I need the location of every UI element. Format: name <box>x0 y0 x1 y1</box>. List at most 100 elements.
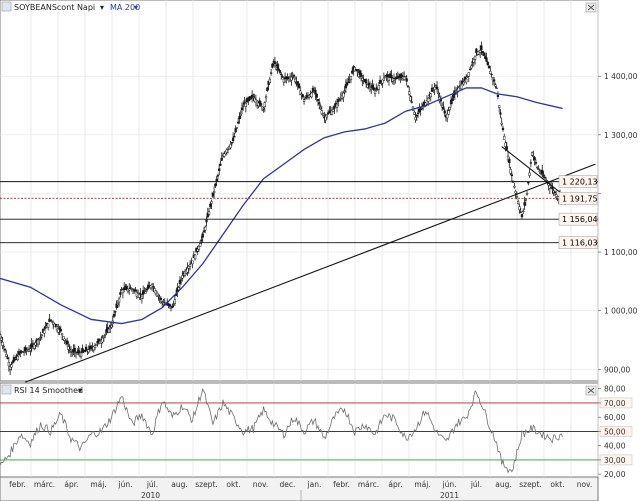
price-candle <box>525 193 529 195</box>
price-candle <box>505 146 508 150</box>
price-candle <box>321 113 325 116</box>
price-candle <box>244 103 247 107</box>
price-candle <box>349 75 353 80</box>
price-candle <box>110 325 113 328</box>
price-candle <box>292 74 296 77</box>
price-candle <box>462 81 465 85</box>
price-candle <box>500 122 503 125</box>
month-label: aug. <box>495 480 512 489</box>
price-candle <box>3 348 7 351</box>
price-candle <box>408 91 411 95</box>
price-candle <box>262 108 265 110</box>
price-candle <box>367 82 370 86</box>
price-candle <box>320 110 323 115</box>
rsi-settings-icon[interactable] <box>1 384 12 395</box>
price-candle <box>429 93 432 98</box>
month-label: ápr. <box>64 480 78 489</box>
price-candle <box>499 112 502 115</box>
price-candle <box>278 70 282 73</box>
price-candle <box>495 87 498 89</box>
price-candle <box>121 289 125 294</box>
month-label: ápr. <box>388 480 402 489</box>
rsi-dropdown-icon[interactable]: ▾ <box>78 386 82 395</box>
price-candle <box>59 329 62 332</box>
indicator-dropdown-icon[interactable]: ▾ <box>134 3 138 12</box>
price-candle <box>519 211 522 213</box>
price-candle <box>479 50 482 53</box>
price-tick-label: 1 100,00 <box>604 248 638 257</box>
price-candle <box>193 254 197 260</box>
price-candle <box>437 92 440 95</box>
price-candle <box>101 337 104 343</box>
month-label: máj. <box>90 480 106 489</box>
price-candle <box>104 334 107 336</box>
price-candle <box>54 324 57 326</box>
month-label: márc. <box>34 480 55 489</box>
level-label: 1 191,75 <box>562 194 598 203</box>
price-candle <box>0 333 2 336</box>
price-candle <box>351 70 354 74</box>
price-candle <box>496 95 500 97</box>
price-candle <box>22 351 26 353</box>
rsi-pane-close-icon[interactable] <box>585 385 597 396</box>
price-candle <box>230 142 234 144</box>
month-label: jan. <box>307 480 322 489</box>
price-candle <box>492 79 496 82</box>
chart-settings-icon[interactable] <box>1 1 12 12</box>
price-candle <box>107 328 111 333</box>
price-candle <box>229 144 232 148</box>
year-label: 2011 <box>440 491 459 500</box>
price-candle <box>443 110 446 114</box>
price-candle <box>44 326 47 329</box>
price-candle <box>252 96 255 98</box>
price-candle <box>480 45 483 51</box>
price-candle <box>201 233 204 238</box>
price-candle <box>234 128 237 133</box>
price-candle <box>433 86 436 90</box>
price-candle <box>34 342 37 346</box>
price-candle <box>144 291 147 294</box>
month-label: okt. <box>550 480 564 489</box>
price-candle <box>259 103 263 106</box>
price-candle <box>125 285 128 290</box>
instrument-dropdown-icon[interactable]: ▾ <box>100 3 104 12</box>
price-candle <box>200 239 203 241</box>
price-candle <box>87 349 90 353</box>
price-candle <box>157 295 160 297</box>
price-candle <box>524 199 527 201</box>
price-candle <box>264 96 268 99</box>
price-candle <box>356 69 359 72</box>
price-candle <box>537 168 540 170</box>
chart-header: SOYBEANScont Napi ▾ MA 200 ▾ <box>1 1 140 12</box>
instrument-label[interactable]: SOYBEANScont Napi <box>14 3 95 12</box>
price-candle <box>266 87 269 92</box>
price-candle <box>7 362 11 367</box>
price-candle <box>294 78 297 83</box>
price-candle <box>181 275 184 279</box>
price-candle <box>373 90 377 95</box>
price-candle <box>514 190 517 194</box>
price-candle <box>16 355 19 360</box>
level-label-box <box>558 191 598 205</box>
price-candle <box>219 163 222 166</box>
price-candle <box>14 358 17 361</box>
rsi-label[interactable]: RSI 14 Smoothed <box>14 386 83 395</box>
price-candle <box>508 158 511 163</box>
indicator-label[interactable]: MA 200 <box>110 3 140 12</box>
price-pane-close-icon[interactable] <box>585 2 597 13</box>
price-candle <box>381 79 384 84</box>
price-candle <box>529 162 533 164</box>
price-candle <box>83 350 87 353</box>
price-candle <box>528 172 531 177</box>
rsi-tick-label: 80,00 <box>604 385 626 394</box>
price-candle <box>536 166 539 169</box>
price-candle <box>50 320 54 322</box>
price-candle <box>79 352 83 357</box>
price-candle <box>93 345 97 348</box>
price-candle <box>119 292 122 295</box>
price-candle <box>551 187 554 190</box>
price-candle <box>543 176 546 179</box>
price-candle <box>291 76 294 78</box>
month-label: márc. <box>358 480 379 489</box>
